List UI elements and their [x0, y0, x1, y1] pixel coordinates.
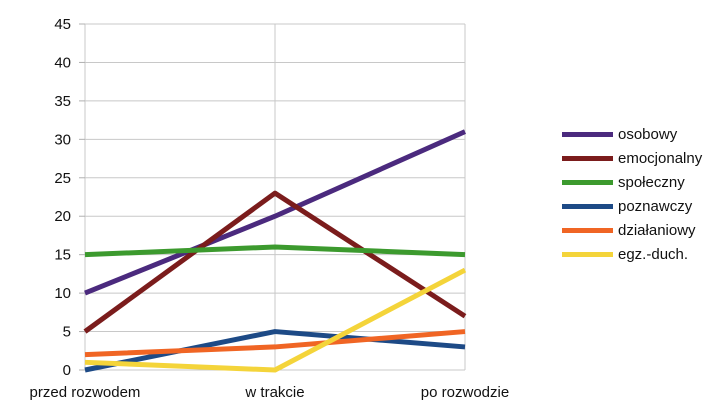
legend: osobowy emocjonalny społeczny poznawczy dzia… — [562, 122, 702, 266]
legend-item: poznawczy — [562, 194, 702, 218]
legend-label: społeczny — [618, 173, 685, 191]
legend-item: emocjonalny — [562, 146, 702, 170]
series-line — [84, 329, 466, 358]
y-tick-label: 5 — [63, 324, 71, 341]
legend-item: społeczny — [562, 170, 702, 194]
legend-swatch — [562, 131, 613, 137]
legend-label: emocjonalny — [618, 149, 703, 167]
y-tick-label: 45 — [54, 16, 71, 33]
legend-label: osobowy — [618, 125, 678, 143]
series-line — [84, 329, 466, 373]
y-tick-label: 35 — [54, 93, 71, 110]
series-line — [84, 244, 466, 258]
y-tick-label: 0 — [63, 362, 71, 379]
legend-swatch — [562, 227, 613, 233]
series-line — [83, 190, 467, 334]
y-tick-label: 30 — [54, 131, 71, 148]
x-tick-label: przed rozwodem — [30, 384, 141, 401]
legend-swatch — [562, 155, 613, 161]
x-tick-label: po rozwodzie — [421, 384, 509, 401]
legend-item: osobowy — [562, 122, 702, 146]
legend-swatch — [562, 251, 613, 257]
legend-item: działaniowy — [562, 218, 702, 242]
legend-swatch — [562, 203, 613, 209]
legend-label: poznawczy — [618, 197, 693, 215]
series-line — [84, 267, 467, 373]
legend-label: działaniowy — [618, 221, 696, 239]
y-tick-label: 40 — [54, 54, 71, 71]
series-lines — [83, 129, 467, 373]
series-line — [84, 129, 467, 296]
y-tick-label: 10 — [54, 285, 71, 302]
y-tick-label: 20 — [54, 208, 71, 225]
legend-item: egz.-duch. — [562, 242, 702, 266]
legend-swatch — [562, 179, 613, 185]
legend-label: egz.-duch. — [618, 245, 689, 263]
x-tick-label: w trakcie — [244, 384, 304, 401]
y-tick-label: 25 — [54, 170, 71, 187]
y-tick-label: 15 — [54, 247, 71, 264]
gridlines — [84, 23, 466, 371]
axes: 0 5 10 15 20 25 30 35 40 45 przed rozwodem w trakci… — [30, 16, 510, 401]
